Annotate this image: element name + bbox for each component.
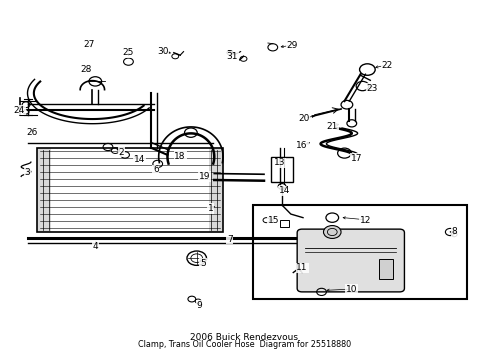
Text: 23: 23 [366, 84, 377, 93]
Text: 14: 14 [133, 155, 144, 164]
Circle shape [323, 226, 340, 238]
Text: 4: 4 [93, 242, 99, 251]
FancyBboxPatch shape [297, 229, 404, 292]
Text: 1: 1 [207, 204, 213, 213]
Text: 17: 17 [350, 154, 362, 163]
Bar [37, 148, 51, 232]
Bar [279, 220, 289, 227]
Text: 21: 21 [326, 122, 337, 131]
Bar [208, 148, 222, 232]
Text: 13: 13 [273, 158, 285, 167]
Text: 25: 25 [122, 48, 134, 57]
Text: 28: 28 [80, 65, 92, 74]
Text: 18: 18 [174, 152, 185, 161]
Text: 20: 20 [298, 114, 309, 123]
Text: Clamp, Trans Oil Cooler Hose  Diagram for 25518880: Clamp, Trans Oil Cooler Hose Diagram for… [138, 341, 350, 350]
Text: 7: 7 [226, 235, 232, 244]
Text: 2006 Buick Rendezvous: 2006 Buick Rendezvous [190, 333, 298, 342]
Text: 30: 30 [157, 47, 168, 56]
Text: 26: 26 [27, 128, 38, 137]
Text: 8: 8 [450, 228, 456, 237]
Text: 6: 6 [153, 166, 158, 175]
Text: 19: 19 [198, 172, 210, 181]
Text: 12: 12 [359, 216, 370, 225]
Bar [271, 157, 293, 182]
Text: 27: 27 [83, 40, 95, 49]
Text: 22: 22 [381, 61, 392, 70]
Text: 14: 14 [278, 186, 289, 195]
Bar [378, 259, 392, 279]
Text: 16: 16 [296, 141, 307, 150]
Text: 10: 10 [346, 285, 357, 294]
Text: 24: 24 [14, 105, 25, 114]
Text: 31: 31 [226, 52, 238, 61]
Text: 3: 3 [24, 168, 30, 177]
Text: 9: 9 [196, 301, 202, 310]
Text: 11: 11 [296, 264, 307, 273]
Text: 5: 5 [200, 259, 205, 268]
Bar [253, 205, 466, 299]
Bar [37, 148, 222, 232]
Text: 15: 15 [267, 216, 279, 225]
Text: 2: 2 [119, 148, 124, 157]
Text: 29: 29 [286, 41, 297, 50]
